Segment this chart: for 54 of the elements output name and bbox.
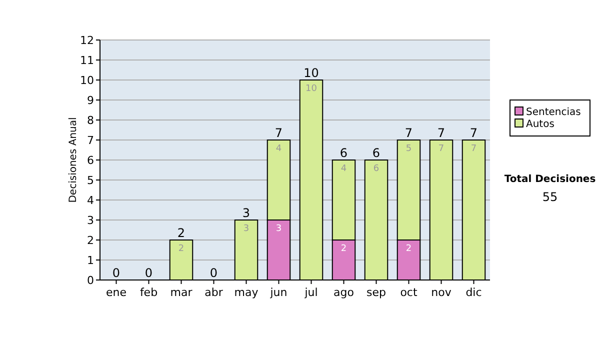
x-tick-label: sep bbox=[366, 286, 386, 299]
y-tick-label: 7 bbox=[87, 134, 94, 147]
data-label: 5 bbox=[406, 144, 412, 154]
y-tick-label: 10 bbox=[80, 74, 94, 87]
x-tick-label: feb bbox=[140, 286, 158, 299]
y-axis-title: Decisiones Anual bbox=[68, 117, 79, 203]
y-tick-label: 0 bbox=[87, 274, 94, 287]
total-label: 7 bbox=[437, 126, 446, 140]
total-label: 6 bbox=[372, 146, 380, 160]
x-tick-label: jun bbox=[269, 286, 288, 299]
total-label: 0 bbox=[112, 266, 120, 280]
y-tick-label: 8 bbox=[87, 114, 94, 127]
total-label: 6 bbox=[340, 146, 348, 160]
legend-label: Sentencias bbox=[526, 107, 581, 118]
total-label: 3 bbox=[242, 206, 250, 220]
y-tick-label: 1 bbox=[87, 254, 94, 267]
total-label: 0 bbox=[210, 266, 218, 280]
x-tick-label: mar bbox=[170, 286, 193, 299]
total-label: 7 bbox=[470, 126, 478, 140]
y-tick-label: 4 bbox=[87, 194, 94, 207]
y-tick-label: 3 bbox=[87, 214, 94, 227]
text: 55 bbox=[542, 190, 558, 204]
data-label: 7 bbox=[470, 144, 477, 154]
data-label: 6 bbox=[373, 164, 380, 174]
data-label: 2 bbox=[178, 244, 184, 254]
x-tick-label: ago bbox=[334, 286, 354, 299]
data-label: 7 bbox=[438, 144, 444, 154]
data-label: 4 bbox=[340, 164, 347, 174]
y-tick-label: 11 bbox=[80, 54, 94, 67]
y-tick-label: 5 bbox=[87, 174, 94, 187]
legend-label: Autos bbox=[526, 119, 554, 130]
y-tick-label: 2 bbox=[87, 234, 94, 247]
data-label: 3 bbox=[243, 224, 250, 234]
data-label: 3 bbox=[276, 224, 282, 234]
x-tick-label: ene bbox=[106, 286, 127, 299]
x-tick-label: dic bbox=[466, 286, 482, 299]
data-label: 4 bbox=[276, 144, 282, 154]
x-tick-label: may bbox=[234, 286, 259, 299]
total-label: 10 bbox=[304, 66, 319, 80]
x-tick-label: jul bbox=[304, 286, 318, 299]
data-label: 10 bbox=[306, 84, 318, 94]
text: Total Decisiones bbox=[504, 174, 596, 185]
y-tick-label: 6 bbox=[87, 154, 94, 167]
x-tick-label: oct bbox=[400, 286, 418, 299]
total-label: 7 bbox=[404, 126, 413, 140]
total-label: 2 bbox=[177, 226, 186, 240]
y-tick-label: 12 bbox=[80, 34, 94, 47]
data-label: 2 bbox=[406, 244, 412, 254]
x-tick-label: abr bbox=[204, 286, 224, 299]
data-label: 2 bbox=[340, 244, 347, 254]
total-label: 0 bbox=[144, 266, 153, 280]
y-tick-label: 9 bbox=[87, 94, 94, 107]
total-label: 7 bbox=[274, 126, 283, 140]
x-tick-label: nov bbox=[431, 286, 452, 299]
